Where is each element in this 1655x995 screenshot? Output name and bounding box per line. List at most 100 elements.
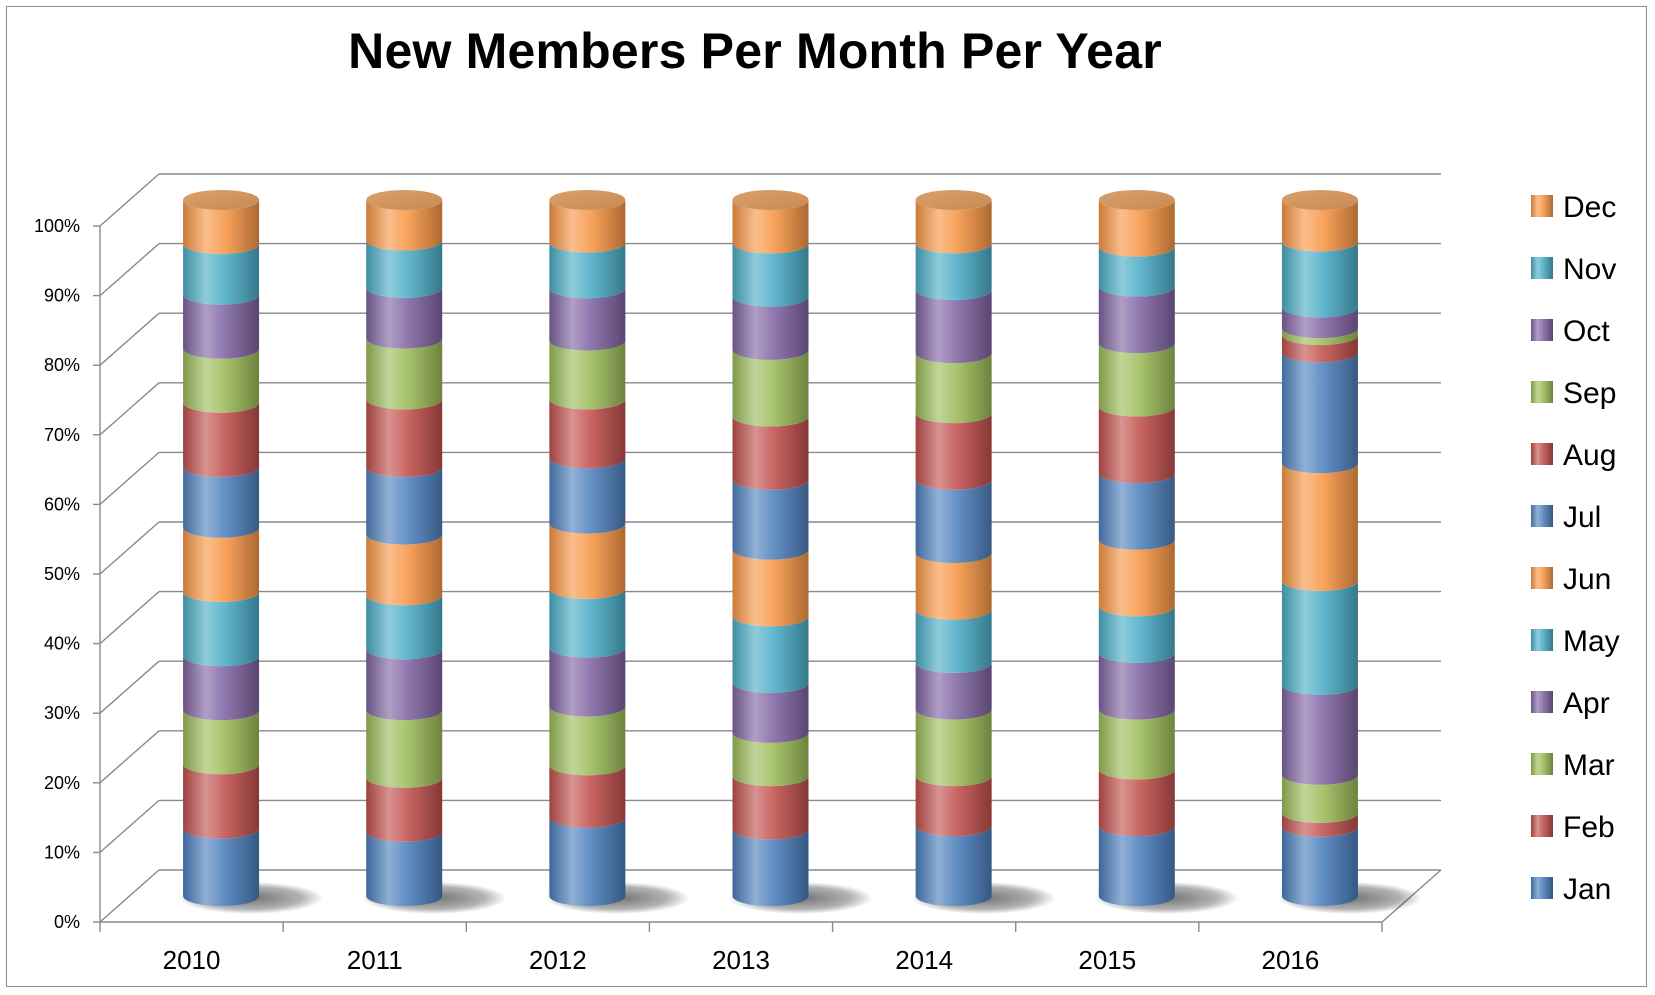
bar-top-cap [183, 190, 260, 210]
side-gridline [99, 382, 160, 436]
bar-segment-feb [1281, 812, 1358, 837]
y-tick-label: 80% [44, 355, 80, 375]
bar-segment-feb [183, 764, 260, 839]
bar-segment-sep [1098, 343, 1175, 417]
bar-segment-aug [366, 399, 443, 477]
legend-swatch [1531, 815, 1553, 837]
legend-item-oct: Oct [1531, 315, 1610, 348]
bar-segment-apr [549, 647, 626, 717]
bar-segment-aug [1281, 335, 1358, 363]
legend-swatch [1531, 505, 1553, 527]
bar-segment-jul [915, 479, 992, 563]
bar-segment-mar [1098, 709, 1175, 780]
bar-segment-mar [549, 706, 626, 776]
bar-segment-jul [1281, 352, 1358, 474]
x-tick-label: 2014 [895, 945, 953, 975]
legend-label: May [1563, 625, 1620, 658]
axis-labels: 0% 10% 20% 30% 40% 50% 60% 70% 80% 90% 100% 2010 201… [34, 216, 1319, 975]
bar-segment-mar [1281, 774, 1358, 823]
side-gridline [99, 799, 160, 853]
bar-segment-apr [1281, 684, 1358, 785]
side-gridline [99, 451, 160, 505]
bar-segment-aug [1098, 406, 1175, 484]
bar-top-cap [549, 190, 626, 210]
side-gridline [99, 869, 160, 923]
bar-segment-mar [915, 709, 992, 787]
legend-label: Mar [1563, 749, 1615, 782]
y-tick-label: 100% [34, 216, 80, 236]
side-gridline [99, 730, 160, 784]
legend-label: Nov [1563, 253, 1616, 286]
x-tick-label: 2011 [347, 945, 403, 975]
legend-swatch [1531, 319, 1553, 341]
bar-segment-jul [732, 479, 809, 560]
bar-segment-sep [183, 348, 260, 413]
bar-segment-sep [366, 338, 443, 410]
bar-segment-dec [1098, 200, 1175, 257]
bar-segment-jan [1281, 826, 1358, 906]
bar-segment-dec [732, 200, 809, 254]
legend-label: Jun [1563, 563, 1611, 596]
bar-segment-oct [183, 294, 260, 359]
legend-item-nov: Nov [1531, 253, 1616, 286]
bar-segment-may [915, 609, 992, 673]
bar-segment-apr [183, 656, 260, 721]
bar-segment-oct [549, 288, 626, 351]
bar-segment-oct [1281, 307, 1358, 339]
x-tick-label: 2012 [529, 945, 587, 975]
legend-item-mar: Mar [1531, 749, 1615, 782]
bar-segment-sep [1281, 328, 1358, 346]
bar-layer [183, 190, 1358, 906]
bar-segment-mar [183, 710, 260, 775]
legend-swatch [1531, 195, 1553, 217]
bar-2012 [549, 190, 626, 906]
bar-segment-jun [1098, 539, 1175, 617]
bar-segment-oct [732, 296, 809, 360]
bar-segment-may [1098, 606, 1175, 663]
legend-item-jan: Jan [1531, 873, 1611, 906]
legend-swatch [1531, 381, 1553, 403]
legend-item-jul: Jul [1531, 501, 1601, 534]
bar-segment-dec [915, 200, 992, 254]
x-tick-label: 2016 [1262, 945, 1320, 975]
chart-frame [6, 6, 1647, 987]
legend-item-feb: Feb [1531, 811, 1615, 844]
bar-segment-sep [549, 340, 626, 410]
bar-segment-dec [1281, 200, 1358, 252]
bar-segment-feb [549, 765, 626, 828]
x-tick-label: 2015 [1078, 945, 1136, 975]
bar-segment-jan [1098, 826, 1175, 906]
bar-segment-may [366, 595, 443, 660]
bar-segment-jul [1098, 473, 1175, 550]
legend: Dec Nov Oct Sep Aug Jul Jun May Apr Mar Feb Jan [1531, 191, 1620, 906]
bar-segment-dec [183, 200, 260, 254]
bar-2014 [915, 190, 992, 906]
legend-swatch [1531, 753, 1553, 775]
bar-segment-mar [366, 710, 443, 788]
legend-item-jun: Jun [1531, 563, 1611, 596]
legend-label: Oct [1563, 315, 1610, 348]
bar-segment-feb [915, 776, 992, 837]
legend-swatch [1531, 257, 1553, 279]
side-gridline [99, 591, 160, 645]
side-gridline [99, 660, 160, 714]
bar-segment-mar [732, 732, 809, 787]
chart-title: New Members Per Month Per Year [348, 23, 1162, 79]
bar-segment-dec [366, 200, 443, 251]
bar-segment-apr [1098, 652, 1175, 720]
bar-segment-jun [915, 552, 992, 620]
bar-segment-sep [915, 353, 992, 424]
bar-segment-nov [549, 242, 626, 299]
y-tick-label: 20% [44, 773, 80, 793]
legend-label: Feb [1563, 811, 1615, 844]
bar-2011 [366, 190, 443, 906]
bar-segment-apr [915, 662, 992, 720]
y-tick-label: 50% [44, 564, 80, 584]
bar-segment-sep [732, 349, 809, 427]
bar-segment-jan [366, 831, 443, 906]
bar-segment-jul [366, 466, 443, 545]
bar-segment-jul [183, 466, 260, 538]
bar-segment-aug [183, 402, 260, 477]
bar-top-cap [1098, 190, 1175, 210]
